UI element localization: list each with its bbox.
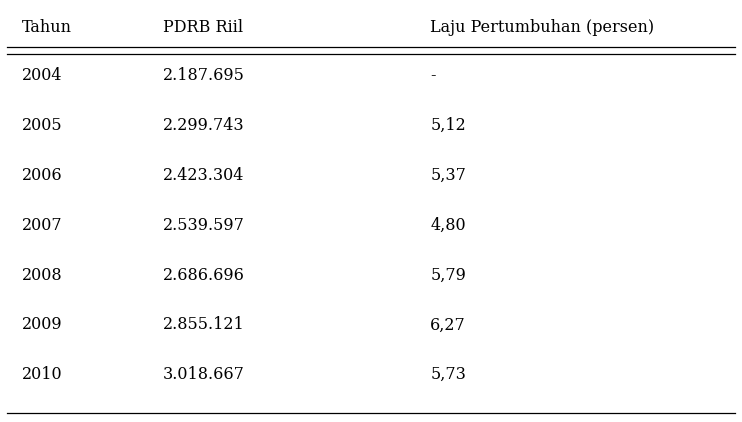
Text: 2007: 2007 [22,217,63,234]
Text: 2.855.121: 2.855.121 [163,316,245,333]
Text: 3.018.667: 3.018.667 [163,366,245,383]
Text: PDRB Riil: PDRB Riil [163,19,243,36]
Text: 2.539.597: 2.539.597 [163,217,245,234]
Text: 2008: 2008 [22,267,63,284]
Text: Laju Pertumbuhan (persen): Laju Pertumbuhan (persen) [430,19,654,36]
Text: 2.187.695: 2.187.695 [163,68,245,84]
Text: 2005: 2005 [22,117,63,134]
Text: 2.299.743: 2.299.743 [163,117,245,134]
Text: 2.423.304: 2.423.304 [163,167,245,184]
Text: -: - [430,68,436,84]
Text: 5,12: 5,12 [430,117,466,134]
Text: 6,27: 6,27 [430,316,466,333]
Text: 5,73: 5,73 [430,366,466,383]
Text: 5,79: 5,79 [430,267,466,284]
Text: 4,80: 4,80 [430,217,466,234]
Text: 2006: 2006 [22,167,63,184]
Text: 2004: 2004 [22,68,63,84]
Text: 2010: 2010 [22,366,63,383]
Text: 5,37: 5,37 [430,167,466,184]
Text: 2009: 2009 [22,316,63,333]
Text: 2.686.696: 2.686.696 [163,267,245,284]
Text: Tahun: Tahun [22,19,72,36]
